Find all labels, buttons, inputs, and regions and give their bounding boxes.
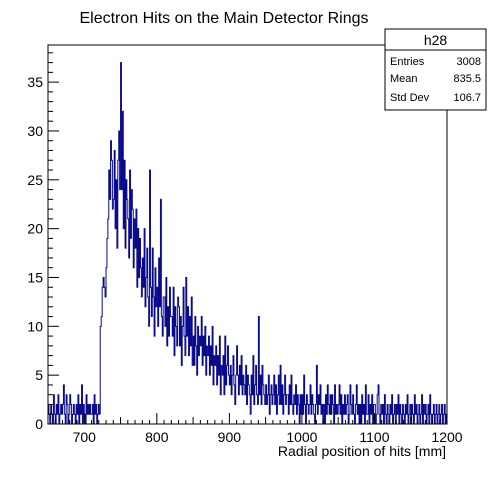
- histogram-segment: [265, 374, 273, 415]
- histogram-segment: [105, 140, 114, 298]
- x-axis: 700 800 900 1000 1100 1200: [47, 413, 463, 445]
- histogram-segment: [236, 345, 244, 396]
- histogram-segment: [156, 198, 165, 337]
- y-tick-label: 20: [27, 221, 43, 237]
- stats-label-stddev: Std Dev: [390, 92, 430, 104]
- histogram-segment: [214, 335, 223, 396]
- stats-label-mean: Mean: [390, 73, 418, 85]
- histogram-segment: [417, 394, 426, 425]
- histogram-segment: [62, 384, 78, 425]
- histogram-segment: [301, 374, 310, 425]
- histogram-segment: [272, 374, 281, 415]
- histogram-segment: [257, 316, 266, 405]
- histogram-segment: [178, 286, 186, 366]
- histogram-segment: [228, 355, 237, 405]
- histogram-segment: [287, 374, 295, 415]
- histogram-segment: [381, 394, 389, 425]
- histogram-segment: [149, 169, 157, 337]
- histogram-segment: [120, 62, 128, 249]
- stats-label-entries: Entries: [390, 56, 425, 68]
- histogram-segment: [171, 286, 179, 357]
- stats-value-entries: 3008: [457, 56, 481, 68]
- x-tick-label: 900: [218, 429, 242, 445]
- histogram-segment: [424, 394, 433, 425]
- histogram-segment: [164, 276, 172, 347]
- histogram-segment: [315, 364, 324, 425]
- y-tick-label: 25: [27, 172, 43, 188]
- y-tick-label: 30: [27, 123, 43, 139]
- histogram-segment: [91, 394, 101, 425]
- histogram-segment: [221, 335, 230, 396]
- histogram-segment: [352, 384, 360, 425]
- histogram-segment: [323, 384, 331, 425]
- histogram-segment: [359, 384, 368, 425]
- histogram-segment: [127, 169, 136, 269]
- y-tick-label: 15: [27, 269, 43, 285]
- histogram-segment: [294, 384, 302, 425]
- x-tick-label: 1000: [286, 429, 317, 445]
- stats-value-mean: 835.5: [453, 73, 481, 85]
- histogram-segment: [99, 276, 107, 415]
- chart-title: Electron Hits on the Main Detector Rings: [79, 10, 368, 27]
- y-tick-label: 35: [27, 74, 43, 90]
- histogram-segment: [112, 130, 121, 249]
- histogram-segment: [250, 355, 259, 415]
- y-tick-label: 0: [35, 416, 43, 432]
- stats-value-stddev: 106.7: [453, 92, 481, 104]
- x-tick-label: 700: [73, 429, 97, 445]
- stats-box-frame: [384, 28, 487, 111]
- histogram-segment: [207, 325, 215, 386]
- histogram-segment: [388, 394, 397, 425]
- plot-frame: [47, 44, 448, 425]
- y-tick-label: 10: [27, 318, 43, 334]
- histogram-segment: [141, 228, 150, 327]
- y-axis: 0 5 10 15 20 25 30 35: [27, 52, 59, 432]
- y-tick-label: 5: [35, 367, 43, 383]
- x-tick-label: 800: [145, 429, 169, 445]
- histogram-segment: [134, 208, 143, 298]
- histogram-segment: [199, 316, 208, 376]
- x-tick-label: 1100: [359, 429, 389, 445]
- histogram-segment: [337, 384, 346, 425]
- stats-box-name: h28: [424, 32, 448, 48]
- histogram-segment: [431, 403, 440, 425]
- histogram-segment: [279, 364, 288, 415]
- histogram-segment: [185, 276, 194, 366]
- stats-box: h28 Entries 3008 Mean 835.5 Std Dev 106.…: [384, 28, 487, 111]
- x-axis-label: Radial position of hits [mm]: [278, 443, 446, 459]
- x-tick-label: 1200: [431, 429, 462, 445]
- histogram-segment: [402, 394, 411, 425]
- histogram-segment: [243, 364, 252, 415]
- histogram-segment: [192, 316, 201, 376]
